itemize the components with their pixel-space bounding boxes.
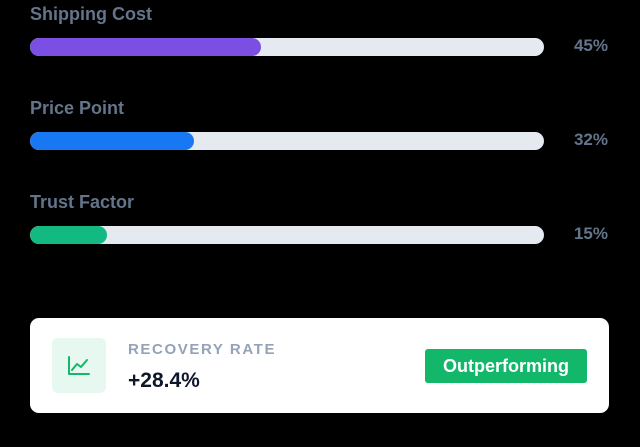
card-value: +28.4% xyxy=(128,369,200,392)
bar-value: 32% xyxy=(573,130,608,149)
bar-fill xyxy=(30,132,195,150)
chart-icon xyxy=(52,338,106,393)
icon-graphic xyxy=(68,356,90,375)
bar-track xyxy=(30,226,544,244)
bar-fill xyxy=(30,226,108,244)
bar-value: 45% xyxy=(573,36,608,55)
card-label: RECOVERY RATE xyxy=(128,341,277,358)
bar-value: 15% xyxy=(573,224,608,243)
status-badge: Outperforming xyxy=(425,349,587,383)
bar-track xyxy=(30,132,544,150)
bar-label: Price Point xyxy=(30,98,125,118)
bar-fill xyxy=(30,38,262,56)
recovery-card: RECOVERY RATE +28.4% Outperforming xyxy=(30,318,609,413)
bar-label: Shipping Cost xyxy=(30,4,152,24)
bar-track xyxy=(30,38,544,56)
bar-label: Trust Factor xyxy=(30,192,135,212)
